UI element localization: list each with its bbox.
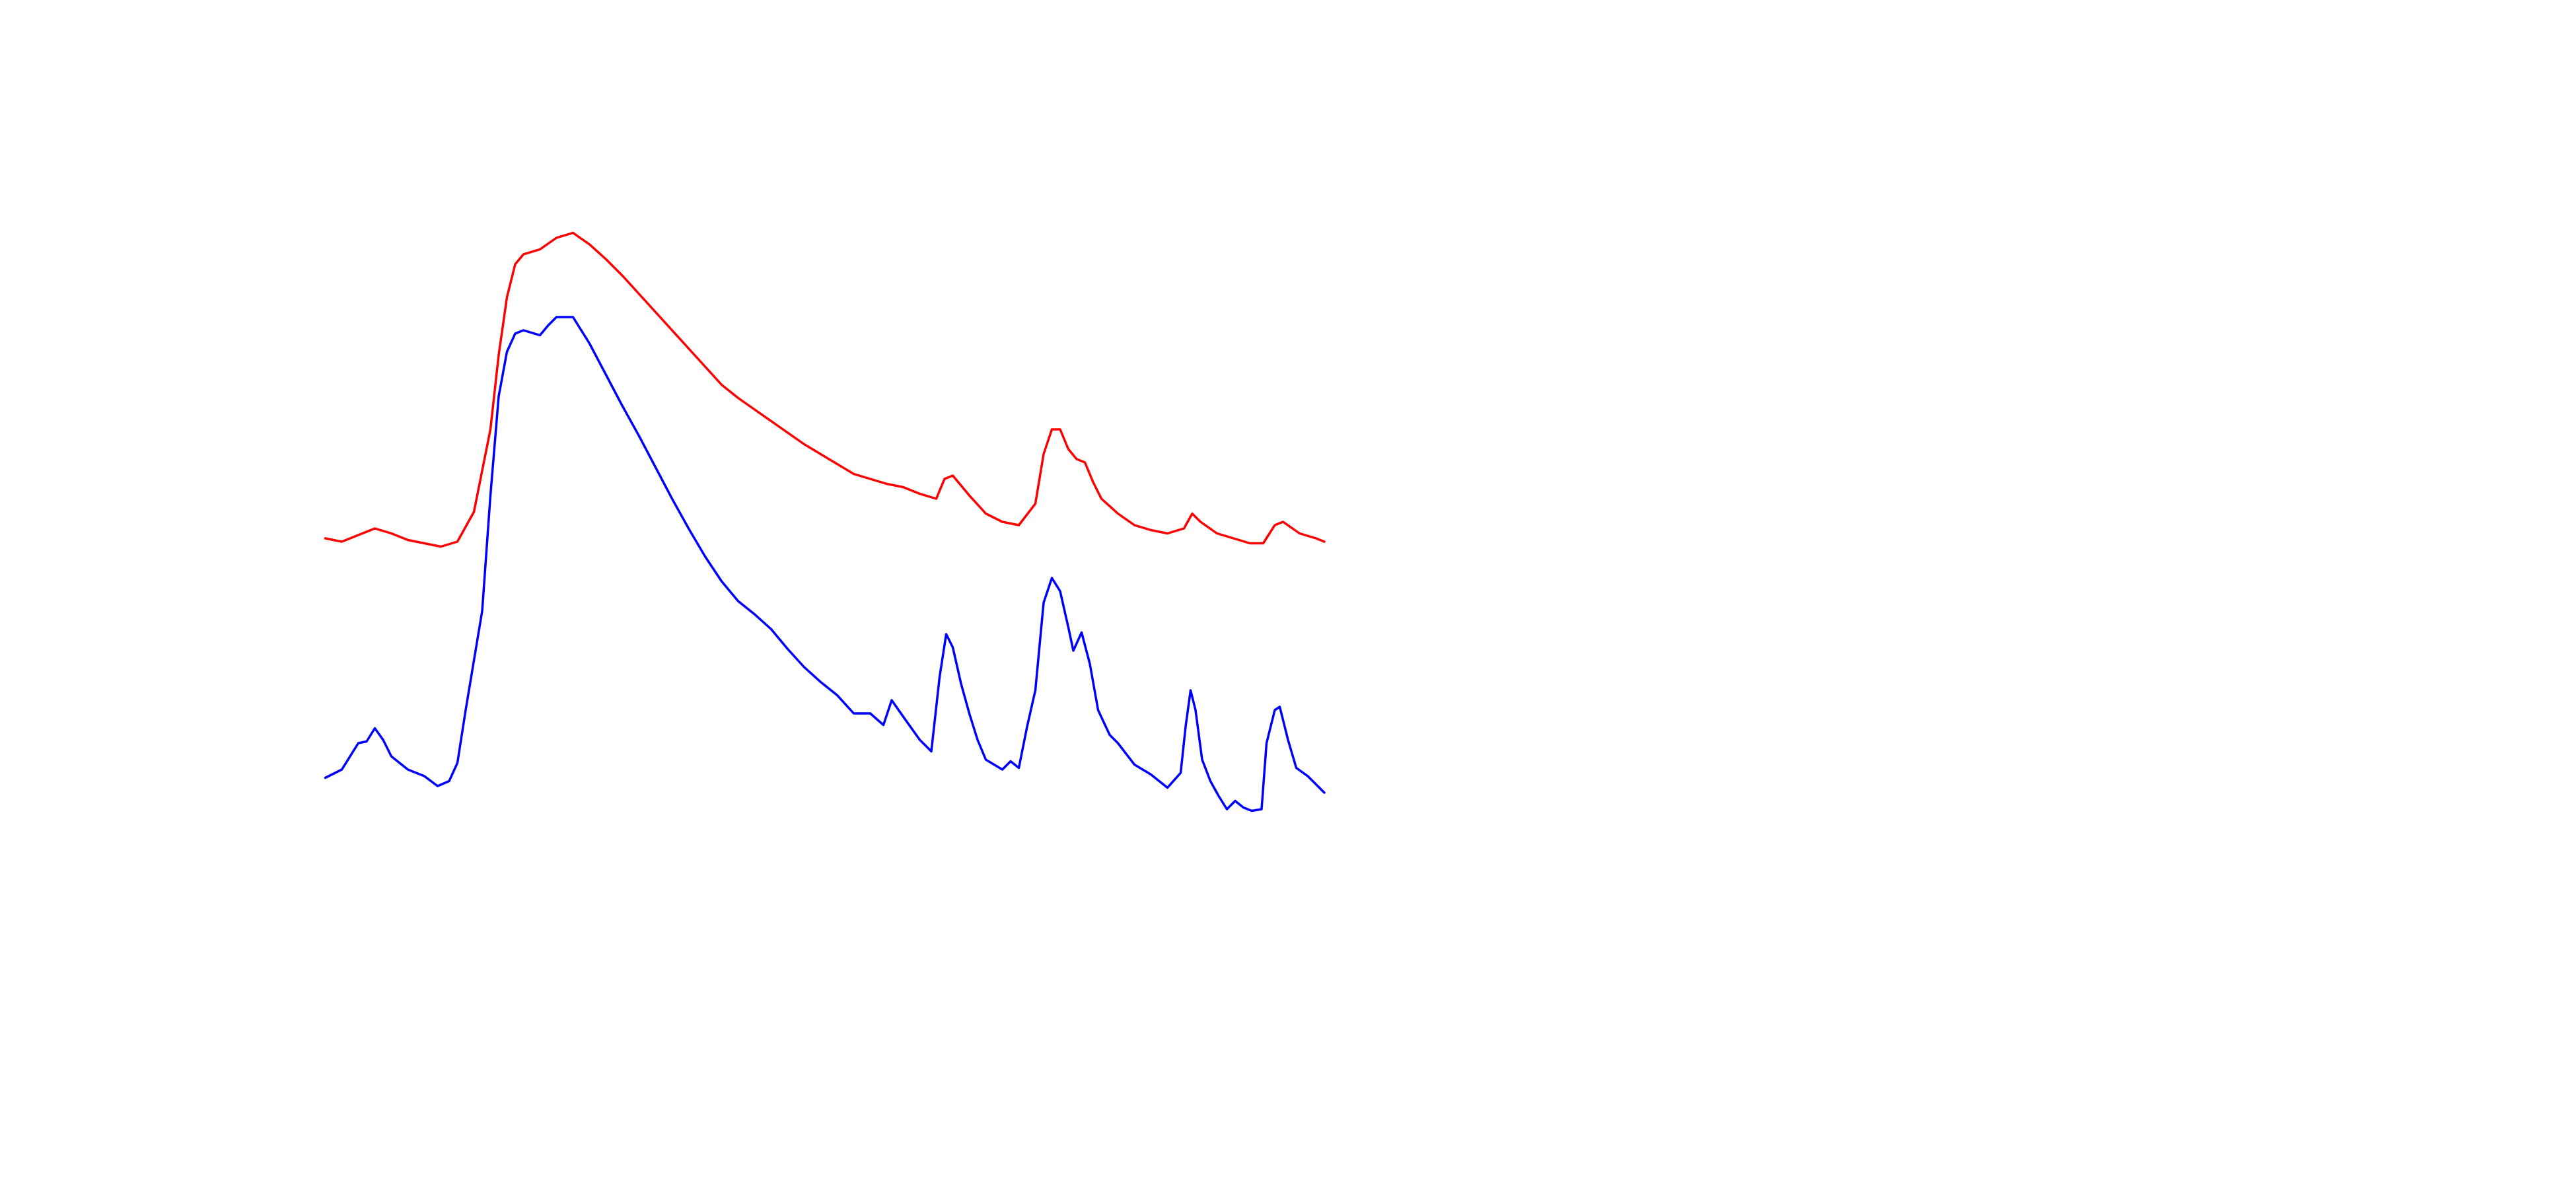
line-series: [324, 231, 1326, 548]
line-series: [324, 316, 1326, 812]
